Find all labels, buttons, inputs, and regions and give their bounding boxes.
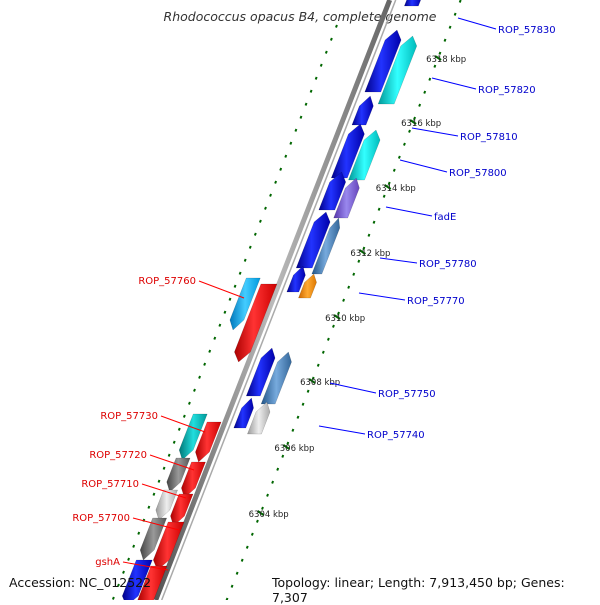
- gene-arrow: [195, 421, 222, 463]
- forward-gene-label[interactable]: ROP_57770: [407, 296, 465, 307]
- scale-label: 6314 kbp: [376, 184, 416, 194]
- scale-label: 6310 kbp: [325, 314, 365, 324]
- gene-arrow: [377, 35, 418, 105]
- label-connector: [318, 425, 366, 435]
- scale-tick: [257, 510, 265, 516]
- forward-guide-line: [225, 0, 462, 600]
- label-connector: [358, 292, 406, 301]
- gene-arrow: [139, 517, 168, 561]
- gene-arrow: [229, 277, 261, 331]
- forward-gene-label[interactable]: ROP_57750: [378, 389, 436, 400]
- forward-gene-label[interactable]: ROP_57810: [460, 132, 518, 143]
- gene-arrow: [298, 273, 317, 299]
- label-connector: [431, 77, 477, 90]
- genome-summary-text: Topology: linear; Length: 7,913,450 bp; …: [272, 575, 565, 605]
- forward-gene-label[interactable]: fadE: [434, 212, 456, 223]
- gene-arrow: [233, 397, 254, 429]
- reverse-gene-label[interactable]: ROP_57700: [72, 513, 130, 524]
- scale-tick: [409, 119, 417, 125]
- gene-arrow: [247, 401, 271, 435]
- gene-arrow: [178, 413, 208, 461]
- label-connector: [141, 483, 187, 499]
- gene-track: [121, 0, 421, 600]
- label-connector: [411, 127, 459, 137]
- reverse-gene-label[interactable]: ROP_57720: [89, 450, 147, 461]
- gene-arrow: [260, 351, 292, 405]
- scale-label: 6316 kbp: [401, 119, 441, 129]
- forward-gene-label[interactable]: ROP_57740: [367, 430, 425, 441]
- gene-arrow: [155, 489, 178, 521]
- backbone-edge: [161, 0, 397, 600]
- label-connector: [160, 415, 206, 433]
- label-connector: [385, 206, 433, 217]
- gene-arrow: [286, 265, 306, 293]
- gene-arrow: [311, 217, 341, 275]
- reverse-gene-label[interactable]: gshA: [95, 557, 120, 568]
- scale-ticks: 6318 kbp 6316 kbp 6314 kbp 6312 kbp 6310 kbp…: [249, 55, 467, 520]
- gene-arrow: [295, 211, 331, 269]
- gene-arrow: [403, 0, 421, 7]
- label-connector: [329, 382, 377, 394]
- scale-label: 6306 kbp: [274, 444, 314, 454]
- gene-arrow: [153, 521, 185, 571]
- label-connector: [122, 561, 169, 571]
- gene-arrow: [351, 95, 374, 126]
- gene-arrow: [121, 559, 153, 600]
- scale-label: 6304 kbp: [249, 510, 289, 520]
- scale-label: 6318 kbp: [426, 55, 466, 65]
- reverse-gene-label[interactable]: ROP_57710: [81, 479, 139, 490]
- gene-arrow: [364, 29, 402, 93]
- scale-tick: [308, 378, 316, 384]
- reverse-gene-label[interactable]: ROP_57730: [100, 411, 158, 422]
- gene-arrow: [333, 177, 360, 219]
- label-connector: [379, 257, 418, 264]
- scale-tick: [333, 314, 341, 320]
- genome-backbone: [153, 0, 397, 600]
- scale-tick: [434, 55, 442, 61]
- gene-arrow: [170, 493, 194, 527]
- label-connector: [457, 17, 497, 30]
- label-connectors: [122, 17, 497, 571]
- scale-tick: [282, 444, 290, 450]
- scale-label: 6308 kbp: [300, 378, 340, 388]
- gene-labels: ROP_57830 ROP_57820 ROP_57810 ROP_57800 fadE…: [72, 25, 555, 568]
- gene-arrow: [137, 565, 168, 600]
- scale-tick: [358, 249, 366, 255]
- accession-text: Accession: NC_012522: [9, 575, 152, 590]
- gene-arrow: [245, 347, 276, 397]
- scale-tick: [384, 184, 392, 190]
- gene-arrow: [234, 283, 278, 363]
- backbone-line: [153, 0, 393, 600]
- gene-arrow: [181, 461, 206, 499]
- scale-label: 6312 kbp: [350, 249, 390, 259]
- reverse-guide-line: [111, 24, 338, 600]
- forward-gene-label[interactable]: ROP_57830: [498, 25, 556, 36]
- dotted-guides: [111, 0, 462, 600]
- label-connector: [149, 454, 195, 471]
- label-connector: [198, 280, 245, 299]
- forward-gene-label[interactable]: ROP_57820: [478, 85, 536, 96]
- forward-gene-label[interactable]: ROP_57800: [449, 168, 507, 179]
- genome-title: Rhodococcus opacus B4, complete genome: [163, 9, 437, 24]
- gene-arrow: [318, 171, 346, 211]
- forward-gene-label[interactable]: ROP_57780: [419, 259, 477, 270]
- label-connector: [399, 159, 448, 173]
- reverse-gene-label[interactable]: ROP_57760: [138, 276, 196, 287]
- label-connector: [132, 517, 180, 531]
